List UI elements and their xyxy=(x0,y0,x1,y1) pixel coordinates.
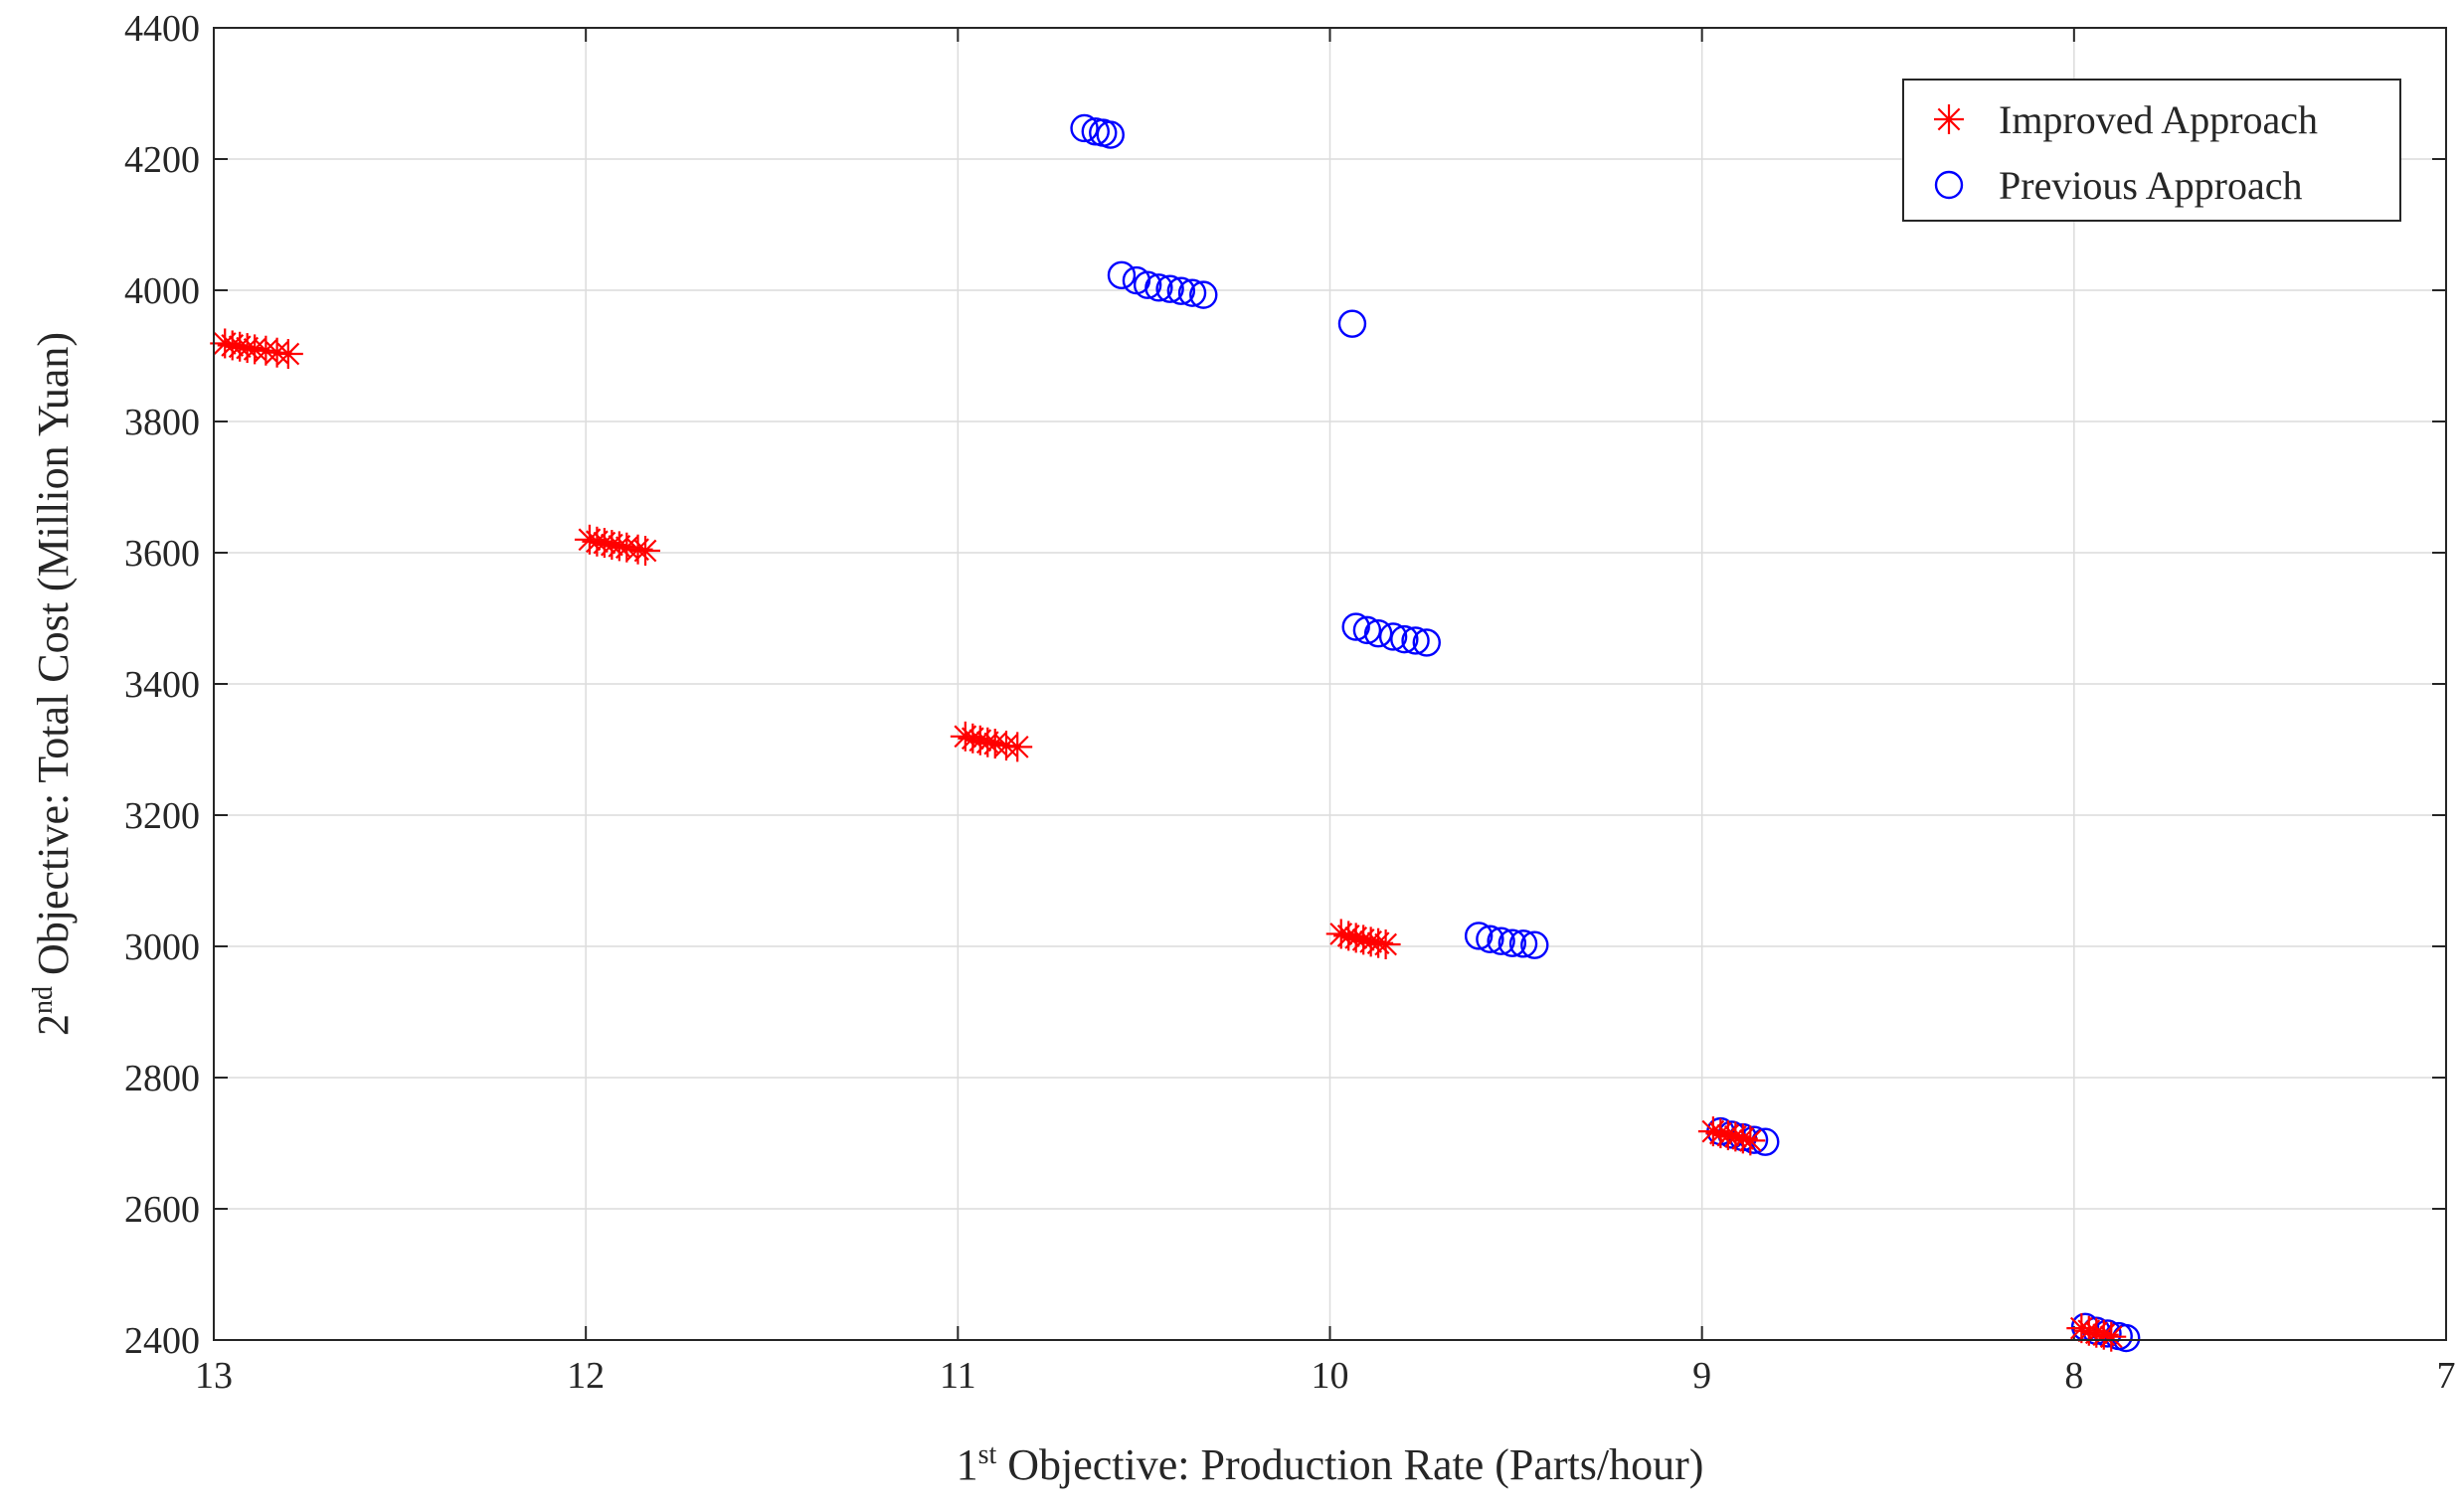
improved-point xyxy=(1363,927,1394,958)
x-tick-label: 8 xyxy=(2064,1355,2083,1397)
improved-point xyxy=(597,530,627,561)
y-tick-label: 4200 xyxy=(124,139,200,181)
legend-label-previous: Previous Approach xyxy=(1999,163,2303,208)
previous-point xyxy=(1107,260,1137,290)
legend-label-improved: Improved Approach xyxy=(1999,97,2318,142)
previous-point xyxy=(1096,120,1125,149)
previous-point xyxy=(1412,628,1441,657)
improved-point xyxy=(272,339,303,370)
x-tick-label: 13 xyxy=(195,1355,233,1397)
x-tick-label: 12 xyxy=(567,1355,605,1397)
previous-point xyxy=(1520,930,1549,959)
improved-point xyxy=(240,334,270,365)
previous-point xyxy=(1337,309,1367,338)
previous-point xyxy=(1070,113,1099,143)
previous-point xyxy=(1464,922,1494,950)
previous-point xyxy=(1177,278,1207,307)
y-tick-label: 3000 xyxy=(124,926,200,968)
grid-lines xyxy=(213,27,2447,1341)
x-tick-label: 11 xyxy=(940,1355,976,1397)
legend: Improved Approach Previous Approach xyxy=(1902,79,2401,222)
previous-point xyxy=(1401,626,1430,655)
improved-point xyxy=(630,536,661,567)
y-tick-label: 2800 xyxy=(124,1058,200,1099)
previous-point xyxy=(1390,624,1419,654)
y-tick-label: 4000 xyxy=(124,270,200,312)
y-axis-label: 2nd Objective: Total Cost (Million Yuan) xyxy=(28,332,78,1036)
improved-point xyxy=(622,534,653,565)
plot-frame xyxy=(213,27,2447,1341)
improved-point xyxy=(225,331,256,362)
previous-point xyxy=(1189,280,1218,309)
legend-marker-previous xyxy=(1934,170,1964,200)
x-axis-label: 1st Objective: Production Rate (Parts/ho… xyxy=(957,1439,1704,1489)
x-tick-label: 7 xyxy=(2437,1355,2456,1397)
legend-circle xyxy=(1934,170,1964,200)
y-tick-label: 4400 xyxy=(124,8,200,50)
improved-point xyxy=(1735,1125,1766,1156)
y-tick-label: 3400 xyxy=(124,664,200,706)
improved-point xyxy=(2096,1321,2127,1352)
y-tick-label: 2400 xyxy=(124,1320,200,1362)
series-improved xyxy=(210,328,2127,1352)
x-tick-label: 10 xyxy=(1312,1355,1349,1397)
previous-point xyxy=(1133,270,1162,299)
y-tick-label: 2600 xyxy=(124,1189,200,1231)
previous-point xyxy=(1487,926,1515,955)
axis-ticks: 13 12 11 10 9 8 7 2400 2600 2800 3000 3200 3400 3600 3… xyxy=(124,8,2456,1397)
previous-point xyxy=(1508,929,1538,958)
legend-box xyxy=(1902,79,2401,222)
improved-point xyxy=(1370,929,1401,960)
previous-point xyxy=(1155,274,1184,303)
previous-point xyxy=(1341,612,1370,641)
series-previous xyxy=(1070,113,2141,1353)
y-tick-label: 3200 xyxy=(124,795,200,837)
legend-marker-improved xyxy=(1934,104,1964,134)
improved-point xyxy=(217,330,248,361)
previous-point xyxy=(1378,622,1408,651)
improved-point xyxy=(1355,926,1386,957)
previous-point xyxy=(1352,615,1382,645)
previous-point xyxy=(1497,928,1527,957)
previous-point xyxy=(1476,924,1504,953)
improved-point xyxy=(1002,732,1033,762)
previous-point xyxy=(1166,276,1196,305)
previous-point xyxy=(1144,273,1173,302)
x-tick-label: 9 xyxy=(1692,1355,1711,1397)
previous-point xyxy=(1363,618,1393,648)
y-tick-label: 3800 xyxy=(124,402,200,443)
y-tick-label: 3600 xyxy=(124,533,200,575)
data-points xyxy=(210,113,2141,1353)
legend-asterisk xyxy=(1934,104,1964,134)
